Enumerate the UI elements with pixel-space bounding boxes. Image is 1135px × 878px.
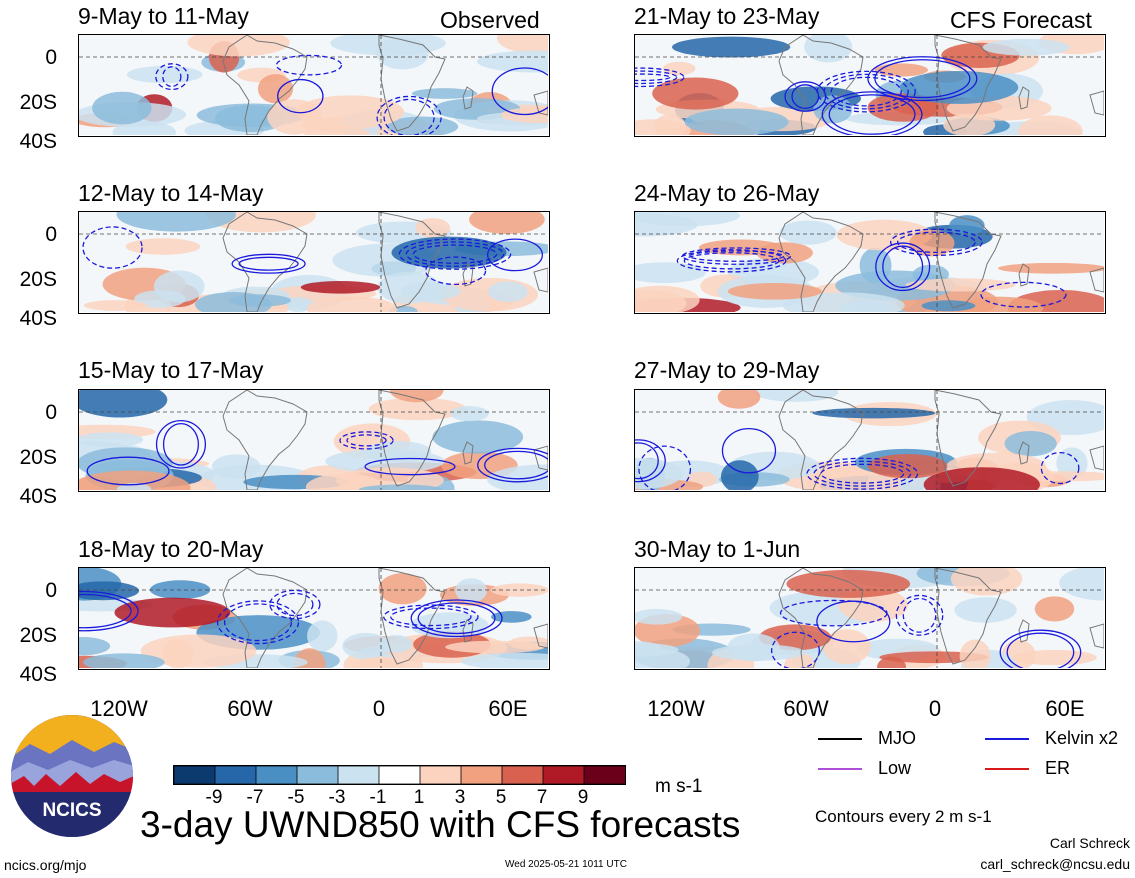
y-tick-label: 0 <box>45 579 57 602</box>
observed-label: Observed <box>440 7 540 33</box>
panel-title: 30-May to 1-Jun <box>634 536 801 562</box>
colorbar-swatch <box>378 766 421 784</box>
colorbar-tick-label: 5 <box>495 787 507 808</box>
y-tick-label: 40S <box>19 307 57 330</box>
legend-line-kelvin <box>985 738 1029 740</box>
x-tick-label: 0 <box>372 696 386 721</box>
map-panel-forecast-4 <box>634 567 1106 670</box>
contours-note: Contours every 2 m s-1 <box>815 807 992 826</box>
colorbar-swatch <box>460 766 503 784</box>
colorbar-swatch <box>583 766 625 784</box>
colorbar-swatch <box>419 766 462 784</box>
colorbar-swatch <box>255 766 298 784</box>
colorbar-swatch <box>542 766 585 784</box>
colorbar <box>173 765 626 785</box>
x-tick-label: 120W <box>90 696 148 721</box>
map-panel-forecast-3 <box>634 389 1106 492</box>
legend-label-mjo: MJO <box>878 728 916 748</box>
y-tick-label: 20S <box>19 624 57 647</box>
y-tick-label: 20S <box>19 91 57 114</box>
y-tick-label: 0 <box>45 223 57 246</box>
cfs-forecast-label: CFS Forecast <box>950 7 1092 33</box>
legend-label-kelvin: Kelvin x2 <box>1045 728 1119 748</box>
colorbar-tick-label: 7 <box>536 787 548 808</box>
colorbar-tick-label: -9 <box>205 787 223 808</box>
map-panel-forecast-1 <box>634 34 1106 137</box>
colorbar-swatch <box>501 766 544 784</box>
colorbar-unit: m s-1 <box>655 776 703 797</box>
colorbar-swatch <box>214 766 257 784</box>
legend-line-er <box>985 768 1029 770</box>
colorbar-swatch <box>296 766 339 784</box>
map-panel-observed-1 <box>78 34 550 137</box>
colorbar-tick-label: 3 <box>454 787 466 808</box>
logo-text: NCICS <box>42 800 101 821</box>
y-tick-label: 0 <box>45 401 57 424</box>
author-name: Carl Schreck <box>1049 835 1130 851</box>
colorbar-tick-label: -1 <box>369 787 387 808</box>
map-panel-forecast-2 <box>634 211 1106 314</box>
map-panel-observed-3 <box>78 389 550 492</box>
legend-label-low: Low <box>878 758 912 778</box>
x-tick-label: 60W <box>783 696 829 721</box>
website-link[interactable]: ncics.org/mjo <box>4 857 87 873</box>
y-tick-label: 20S <box>19 268 57 291</box>
panel-title: 21-May to 23-May <box>634 3 820 29</box>
colorbar-swatch <box>337 766 380 784</box>
x-tick-label: 60E <box>1045 696 1085 721</box>
colorbar-swatch <box>174 766 216 784</box>
map-panel-observed-4 <box>78 567 550 670</box>
map-panel-observed-2 <box>78 211 550 314</box>
ncics-logo: NCICS <box>10 714 134 838</box>
panel-title: 12-May to 14-May <box>78 180 264 206</box>
colorbar-tick-label: 9 <box>577 787 589 808</box>
legend-line-low <box>818 768 862 770</box>
colorbar-tick-label: 1 <box>413 787 425 808</box>
colorbar-tick-label: -5 <box>287 787 305 808</box>
y-tick-label: 0 <box>45 46 57 69</box>
panel-title: 18-May to 20-May <box>78 536 264 562</box>
colorbar-tick-label: -7 <box>246 787 264 808</box>
x-tick-label: 0 <box>928 696 942 721</box>
panel-title: 9-May to 11-May <box>78 3 249 29</box>
x-tick-label: 120W <box>647 696 705 721</box>
colorbar-tick-label: -3 <box>328 787 346 808</box>
y-tick-label: 40S <box>19 130 57 153</box>
panel-title: 27-May to 29-May <box>634 357 820 383</box>
y-tick-label: 20S <box>19 446 57 469</box>
legend-line-mjo <box>818 738 862 740</box>
y-tick-label: 40S <box>19 485 57 508</box>
author-email[interactable]: carl_schreck@ncsu.edu <box>980 856 1130 872</box>
x-tick-label: 60E <box>488 696 528 721</box>
main-title: 3-day UWND850 with CFS forecasts <box>140 804 741 845</box>
y-tick-label: 40S <box>19 663 57 686</box>
timestamp: Wed 2025-05-21 1011 UTC <box>505 859 627 870</box>
legend-label-er: ER <box>1045 758 1071 778</box>
panel-title: 24-May to 26-May <box>634 180 820 206</box>
panel-title: 15-May to 17-May <box>78 357 264 383</box>
x-tick-label: 60W <box>227 696 273 721</box>
